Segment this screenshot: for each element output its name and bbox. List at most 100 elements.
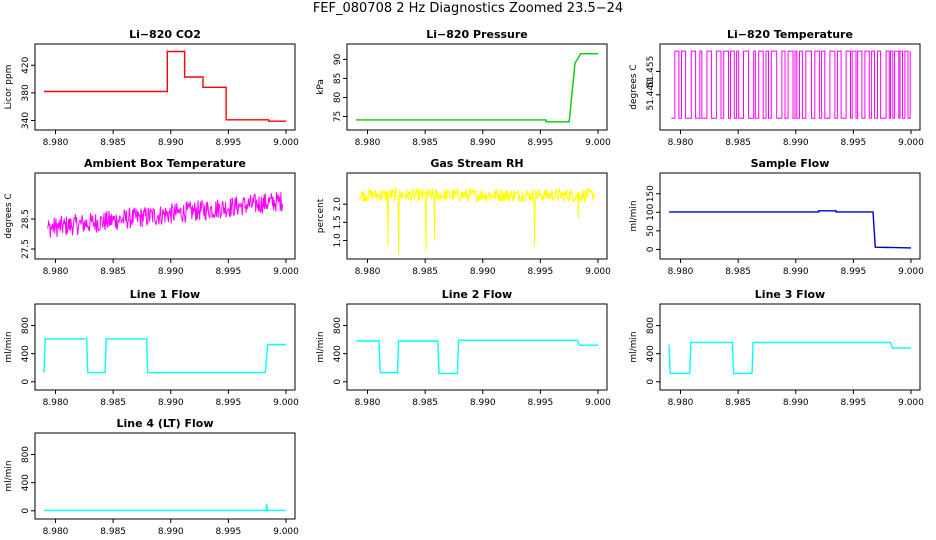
- x-tick-label: 8.995: [840, 267, 866, 277]
- x-tick-label: 8.995: [527, 138, 553, 148]
- y-tick-label: 80: [333, 91, 343, 103]
- figure-title: FEF_080708 2 Hz Diagnostics Zoomed 23.5−…: [312, 1, 624, 16]
- panel-title: Gas Stream RH: [430, 157, 523, 170]
- y-tick-label: 1.0: [333, 233, 343, 248]
- x-tick-label: 8.985: [725, 267, 751, 277]
- y-tick-label: 1.5: [333, 215, 343, 229]
- plot-frame: [346, 43, 608, 131]
- y-axis-label: degrees C: [629, 64, 639, 109]
- x-tick-label: 8.990: [783, 398, 809, 408]
- x-tick-label: 9.000: [898, 138, 924, 148]
- y-tick-label: 28.5: [21, 209, 31, 229]
- series-line: [44, 50, 286, 122]
- plot-frame: [34, 432, 296, 520]
- y-tick-label: 90: [333, 53, 343, 65]
- y-tick-label: 75: [333, 111, 343, 122]
- x-tick-label: 9.000: [273, 527, 299, 537]
- plot-frame: [34, 303, 296, 391]
- series-line: [47, 191, 283, 238]
- y-axis-label: ml/min: [4, 331, 14, 362]
- series-line: [671, 50, 911, 119]
- panel-title: Line 1 Flow: [130, 288, 200, 301]
- x-tick-label: 9.000: [273, 267, 299, 277]
- x-tick-label: 8.995: [215, 527, 241, 537]
- panel-title: Line 2 Flow: [442, 288, 512, 301]
- y-tick-label: 340: [21, 112, 31, 129]
- plot-frame: [659, 303, 921, 391]
- x-tick-label: 8.985: [100, 267, 126, 277]
- series-line: [44, 503, 286, 512]
- panel-title: Line 3 Flow: [755, 288, 825, 301]
- y-tick-label: 400: [333, 345, 343, 362]
- series-line: [669, 210, 912, 249]
- y-axis-label: degrees C: [4, 193, 14, 238]
- x-tick-label: 8.980: [43, 527, 69, 537]
- x-tick-label: 8.990: [158, 267, 184, 277]
- y-tick-label: 0: [333, 379, 343, 385]
- x-tick-label: 8.990: [783, 267, 809, 277]
- y-tick-label: 380: [21, 84, 31, 101]
- series-line: [359, 186, 595, 256]
- x-tick-label: 9.000: [585, 138, 611, 148]
- x-tick-label: 8.990: [470, 398, 496, 408]
- x-tick-label: 8.990: [158, 527, 184, 537]
- y-tick-label: 0: [646, 379, 656, 385]
- plot-frame: [34, 172, 296, 260]
- x-tick-label: 8.990: [783, 138, 809, 148]
- panel-title: Li−820 Temperature: [727, 28, 853, 41]
- series-line: [668, 341, 911, 375]
- y-tick-label: 400: [21, 345, 31, 362]
- y-tick-label: 50: [646, 225, 656, 237]
- panel-title: Line 4 (LT) Flow: [117, 417, 214, 430]
- x-tick-label: 9.000: [273, 398, 299, 408]
- y-axis-label: kPa: [316, 79, 326, 95]
- x-tick-label: 8.980: [668, 138, 694, 148]
- x-tick-label: 8.980: [355, 398, 381, 408]
- x-tick-label: 8.995: [840, 138, 866, 148]
- panel-title: Li−820 Pressure: [426, 28, 528, 41]
- series-line: [43, 338, 286, 374]
- y-axis-label: ml/min: [629, 331, 639, 362]
- x-tick-label: 8.985: [412, 267, 438, 277]
- x-tick-label: 8.995: [527, 267, 553, 277]
- x-tick-label: 8.995: [215, 267, 241, 277]
- x-tick-label: 8.985: [100, 398, 126, 408]
- panel-title: Ambient Box Temperature: [84, 157, 246, 170]
- x-tick-label: 8.990: [158, 398, 184, 408]
- y-tick-label: 800: [21, 446, 31, 463]
- plot-frame: [659, 43, 921, 131]
- x-tick-label: 8.995: [527, 398, 553, 408]
- y-tick-label: 420: [21, 56, 31, 73]
- y-tick-label: 100: [646, 203, 656, 220]
- x-tick-label: 8.980: [355, 138, 381, 148]
- x-tick-label: 8.995: [840, 398, 866, 408]
- plot-frame: [659, 172, 921, 260]
- x-tick-label: 8.985: [412, 398, 438, 408]
- x-tick-label: 9.000: [585, 267, 611, 277]
- y-axis-label: Licor ppm: [4, 65, 14, 110]
- x-tick-label: 8.990: [470, 267, 496, 277]
- x-tick-label: 8.985: [100, 138, 126, 148]
- x-tick-label: 8.980: [668, 398, 694, 408]
- y-tick-label: 150: [646, 185, 656, 202]
- y-tick-label: 800: [646, 317, 656, 334]
- y-tick-label: 27.5: [21, 239, 31, 259]
- plot-frame: [346, 303, 608, 391]
- y-axis-label: ml/min: [4, 460, 14, 491]
- panel-title: Sample Flow: [751, 157, 830, 170]
- x-tick-label: 8.985: [412, 138, 438, 148]
- panel-title: Li−820 CO2: [129, 28, 201, 41]
- y-tick-label: 400: [646, 345, 656, 362]
- x-tick-label: 9.000: [898, 398, 924, 408]
- x-tick-label: 8.985: [725, 138, 751, 148]
- x-tick-label: 8.980: [43, 267, 69, 277]
- x-tick-label: 9.000: [898, 267, 924, 277]
- x-tick-label: 8.990: [470, 138, 496, 148]
- y-tick-label: 0: [646, 246, 656, 252]
- x-tick-label: 9.000: [273, 138, 299, 148]
- x-tick-label: 8.985: [100, 527, 126, 537]
- x-tick-label: 9.000: [585, 398, 611, 408]
- series-line: [356, 339, 598, 375]
- x-tick-label: 8.980: [43, 398, 69, 408]
